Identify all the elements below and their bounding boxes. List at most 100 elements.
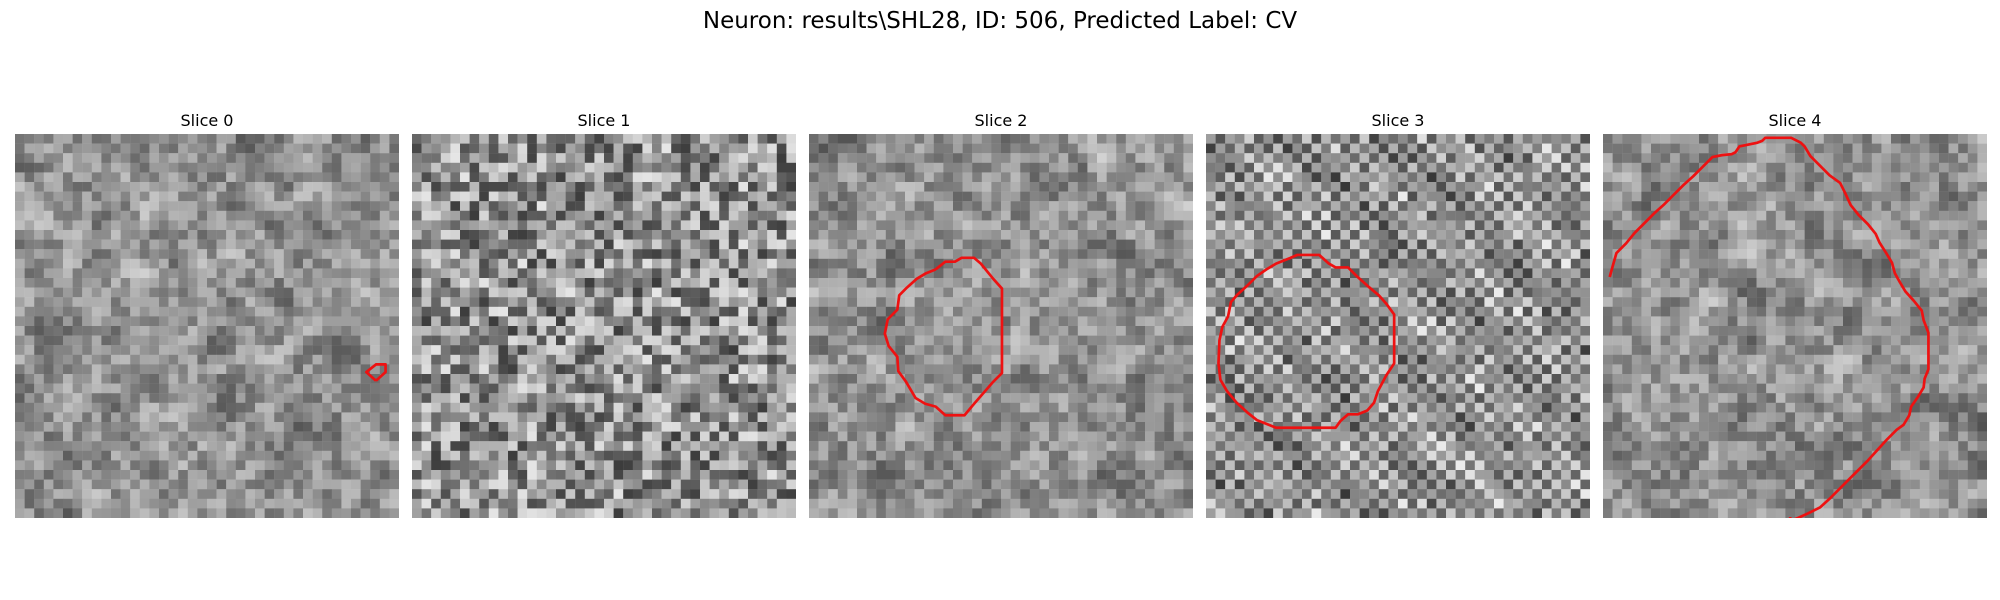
pixel (1106, 182, 1117, 192)
pixel (1001, 422, 1011, 432)
pixel (981, 441, 992, 451)
pixel (661, 191, 672, 202)
pixel (312, 268, 323, 279)
pixel (671, 249, 681, 259)
pixel (962, 306, 973, 317)
pixel (690, 201, 701, 211)
pixel (962, 134, 973, 144)
pixel (895, 345, 906, 355)
pixel (953, 153, 963, 163)
pixel (379, 143, 390, 154)
pixel (1125, 143, 1136, 154)
pixel (283, 431, 294, 442)
pixel (1068, 489, 1078, 499)
pixel (1049, 393, 1059, 403)
pixel (767, 143, 777, 154)
pixel (159, 182, 169, 192)
pixel (341, 143, 352, 154)
pixel (1173, 470, 1184, 480)
pixel (972, 364, 982, 375)
pixel (757, 258, 768, 269)
pixel (216, 239, 227, 250)
pixel (661, 470, 672, 480)
pixel (1173, 393, 1184, 403)
pixel (652, 153, 662, 163)
pixel (776, 162, 787, 173)
pixel (565, 182, 576, 192)
pixel (1513, 153, 1523, 163)
pixel (139, 297, 150, 307)
pixel (652, 297, 662, 307)
pixel (460, 460, 470, 471)
pixel (876, 460, 886, 471)
pixel (818, 498, 829, 509)
pixel (82, 489, 92, 499)
pixel (63, 172, 73, 183)
pixel (809, 460, 819, 471)
pixel (933, 239, 944, 250)
pixel (389, 450, 399, 461)
pixel (1135, 470, 1146, 480)
pixel (479, 326, 489, 336)
pixel (421, 450, 432, 461)
pixel (866, 143, 877, 154)
pixel (857, 162, 867, 173)
pixel (1321, 153, 1331, 163)
pixel (1154, 278, 1165, 288)
pixel (786, 470, 796, 480)
pixel (671, 134, 681, 144)
pixel (379, 402, 390, 413)
pixel (379, 249, 390, 259)
pixel (556, 162, 566, 173)
pixel (680, 230, 691, 240)
pixel (1173, 498, 1184, 509)
pixel (322, 249, 332, 259)
pixel (1398, 134, 1408, 144)
pixel (1097, 210, 1107, 221)
pixel (351, 268, 361, 279)
pixel (15, 316, 25, 327)
pixel (1173, 383, 1184, 394)
pixel (1164, 479, 1174, 490)
pixel (379, 268, 390, 279)
pixel (498, 153, 509, 163)
pixel (776, 393, 787, 403)
pixel (623, 201, 633, 211)
pixel (738, 354, 749, 365)
pixel (53, 153, 64, 163)
pixel (24, 470, 35, 480)
pixel (130, 402, 140, 413)
pixel (370, 479, 380, 490)
pixel (469, 470, 480, 480)
pixel (1077, 182, 1088, 192)
pixel (479, 220, 489, 231)
pixel (661, 201, 672, 211)
pixel (303, 162, 313, 173)
pixel (786, 422, 796, 432)
pixel (914, 162, 925, 173)
pixel (255, 172, 265, 183)
pixel (1570, 143, 1581, 154)
pixel (876, 441, 886, 451)
pixel (809, 383, 819, 394)
pixel (389, 210, 399, 221)
pixel (63, 134, 73, 144)
pixel (1145, 239, 1155, 250)
pixel (1106, 249, 1117, 259)
pixel (527, 383, 537, 394)
pixel (671, 489, 681, 499)
pixel (809, 191, 819, 202)
pixel (709, 489, 720, 499)
pixel (1001, 182, 1011, 192)
pixel (216, 172, 227, 183)
pixel (613, 335, 624, 346)
pixel (847, 249, 858, 259)
pixel (652, 287, 662, 298)
pixel (1106, 306, 1117, 317)
pixel (149, 201, 160, 211)
pixel (178, 316, 188, 327)
pixel (924, 489, 934, 499)
pixel (1058, 402, 1069, 413)
pixel (63, 383, 73, 394)
pixel (216, 278, 227, 288)
